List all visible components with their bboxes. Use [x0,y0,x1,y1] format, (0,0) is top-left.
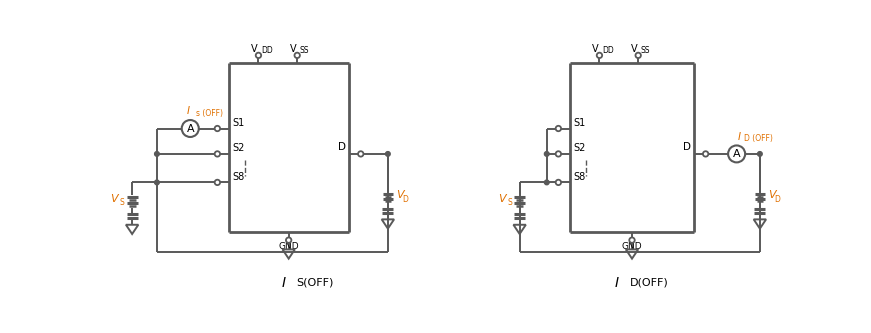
Circle shape [214,151,220,157]
Text: V: V [290,44,296,54]
Circle shape [556,126,561,131]
Text: S1: S1 [573,118,585,128]
Circle shape [728,146,746,163]
Circle shape [758,152,762,156]
Text: D (OFF): D (OFF) [745,134,773,143]
Circle shape [214,126,220,131]
Text: DD: DD [260,46,273,55]
Text: A: A [733,149,740,159]
Circle shape [636,53,641,58]
Circle shape [556,180,561,185]
Circle shape [597,53,602,58]
Circle shape [182,120,199,137]
Circle shape [703,151,708,157]
Text: S2: S2 [232,143,245,153]
Circle shape [154,180,159,185]
Text: D: D [338,143,346,153]
Text: S1: S1 [232,118,245,128]
Circle shape [556,151,561,157]
Circle shape [386,152,390,156]
Text: I: I [281,275,286,289]
Text: I: I [739,132,741,142]
Text: D(OFF): D(OFF) [630,277,668,287]
Text: S(OFF): S(OFF) [296,277,334,287]
Text: SS: SS [300,46,309,55]
Circle shape [544,152,549,156]
Text: S: S [119,198,125,207]
Text: D: D [683,143,691,153]
Text: S8: S8 [573,171,585,181]
Text: S8: S8 [232,171,245,181]
Circle shape [294,53,300,58]
Text: I: I [614,275,618,289]
Text: V: V [767,190,775,200]
Circle shape [544,180,549,185]
Circle shape [154,152,159,156]
Text: GND: GND [279,242,299,251]
Text: V: V [498,194,506,204]
Circle shape [358,151,363,157]
Text: V: V [631,44,638,54]
Circle shape [629,237,635,243]
Text: D: D [402,195,408,204]
Text: SS: SS [640,46,650,55]
Text: V: V [251,44,258,54]
Text: DD: DD [602,46,613,55]
Circle shape [256,53,261,58]
Text: V: V [111,194,118,204]
Circle shape [286,237,292,243]
Circle shape [214,180,220,185]
Text: I: I [187,106,190,116]
Text: A: A [186,124,194,134]
Text: S: S [507,198,512,207]
Text: GND: GND [622,242,642,251]
Text: S2: S2 [573,143,585,153]
Text: V: V [395,190,403,200]
Text: s (OFF): s (OFF) [197,109,224,118]
Text: D: D [773,195,780,204]
Text: V: V [592,44,598,54]
